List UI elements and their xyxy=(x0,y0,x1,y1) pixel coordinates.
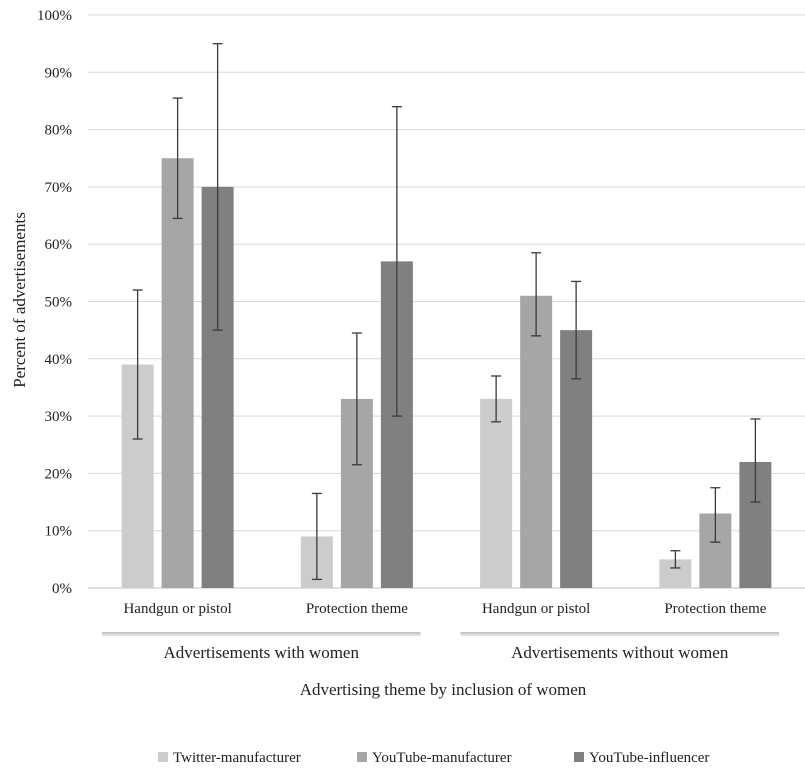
legend-label: YouTube-manufacturer xyxy=(372,750,512,766)
y-tick-label: 70% xyxy=(45,180,73,196)
bar xyxy=(161,158,194,588)
y-tick-label: 30% xyxy=(45,409,73,425)
y-tick-label: 60% xyxy=(45,237,73,253)
y-tick-label: 80% xyxy=(45,123,73,139)
category-label: Handgun or pistol xyxy=(482,601,590,617)
y-axis-ticks: 0% 10% 20% 30% 40% 50% 60% 70% 80% 90% 100% xyxy=(37,8,72,597)
group-label: Advertisements with women xyxy=(164,643,360,662)
bar xyxy=(480,398,513,588)
legend-label: Twitter-manufacturer xyxy=(173,750,301,766)
y-tick-label: 50% xyxy=(45,295,73,311)
legend-swatch xyxy=(574,752,584,762)
y-tick-label: 100% xyxy=(37,8,72,24)
category-labels: Handgun or pistol Protection theme Handgun… xyxy=(123,601,766,617)
y-axis-label: Percent of advertisements xyxy=(10,212,29,388)
category-label: Handgun or pistol xyxy=(123,601,231,617)
category-label: Protection theme xyxy=(664,601,766,617)
y-tick-label: 20% xyxy=(45,466,73,482)
category-label: Protection theme xyxy=(306,601,408,617)
group-label: Advertisements without women xyxy=(511,643,729,662)
bar xyxy=(520,295,553,588)
error-bars xyxy=(132,43,761,581)
x-axis-label: Advertising theme by inclusion of women xyxy=(300,680,587,699)
y-tick-label: 40% xyxy=(45,352,73,368)
bars xyxy=(121,158,772,588)
legend: Twitter-manufacturer YouTube-manufacturer… xyxy=(158,750,709,766)
y-tick-label: 0% xyxy=(52,581,72,597)
gridlines xyxy=(88,14,805,589)
legend-swatch xyxy=(158,752,168,762)
y-tick-label: 90% xyxy=(45,65,73,81)
legend-swatch xyxy=(357,752,367,762)
group-labels: Advertisements with women Advertisements … xyxy=(102,632,779,662)
legend-label: YouTube-influencer xyxy=(589,750,709,766)
y-tick-label: 10% xyxy=(45,524,73,540)
